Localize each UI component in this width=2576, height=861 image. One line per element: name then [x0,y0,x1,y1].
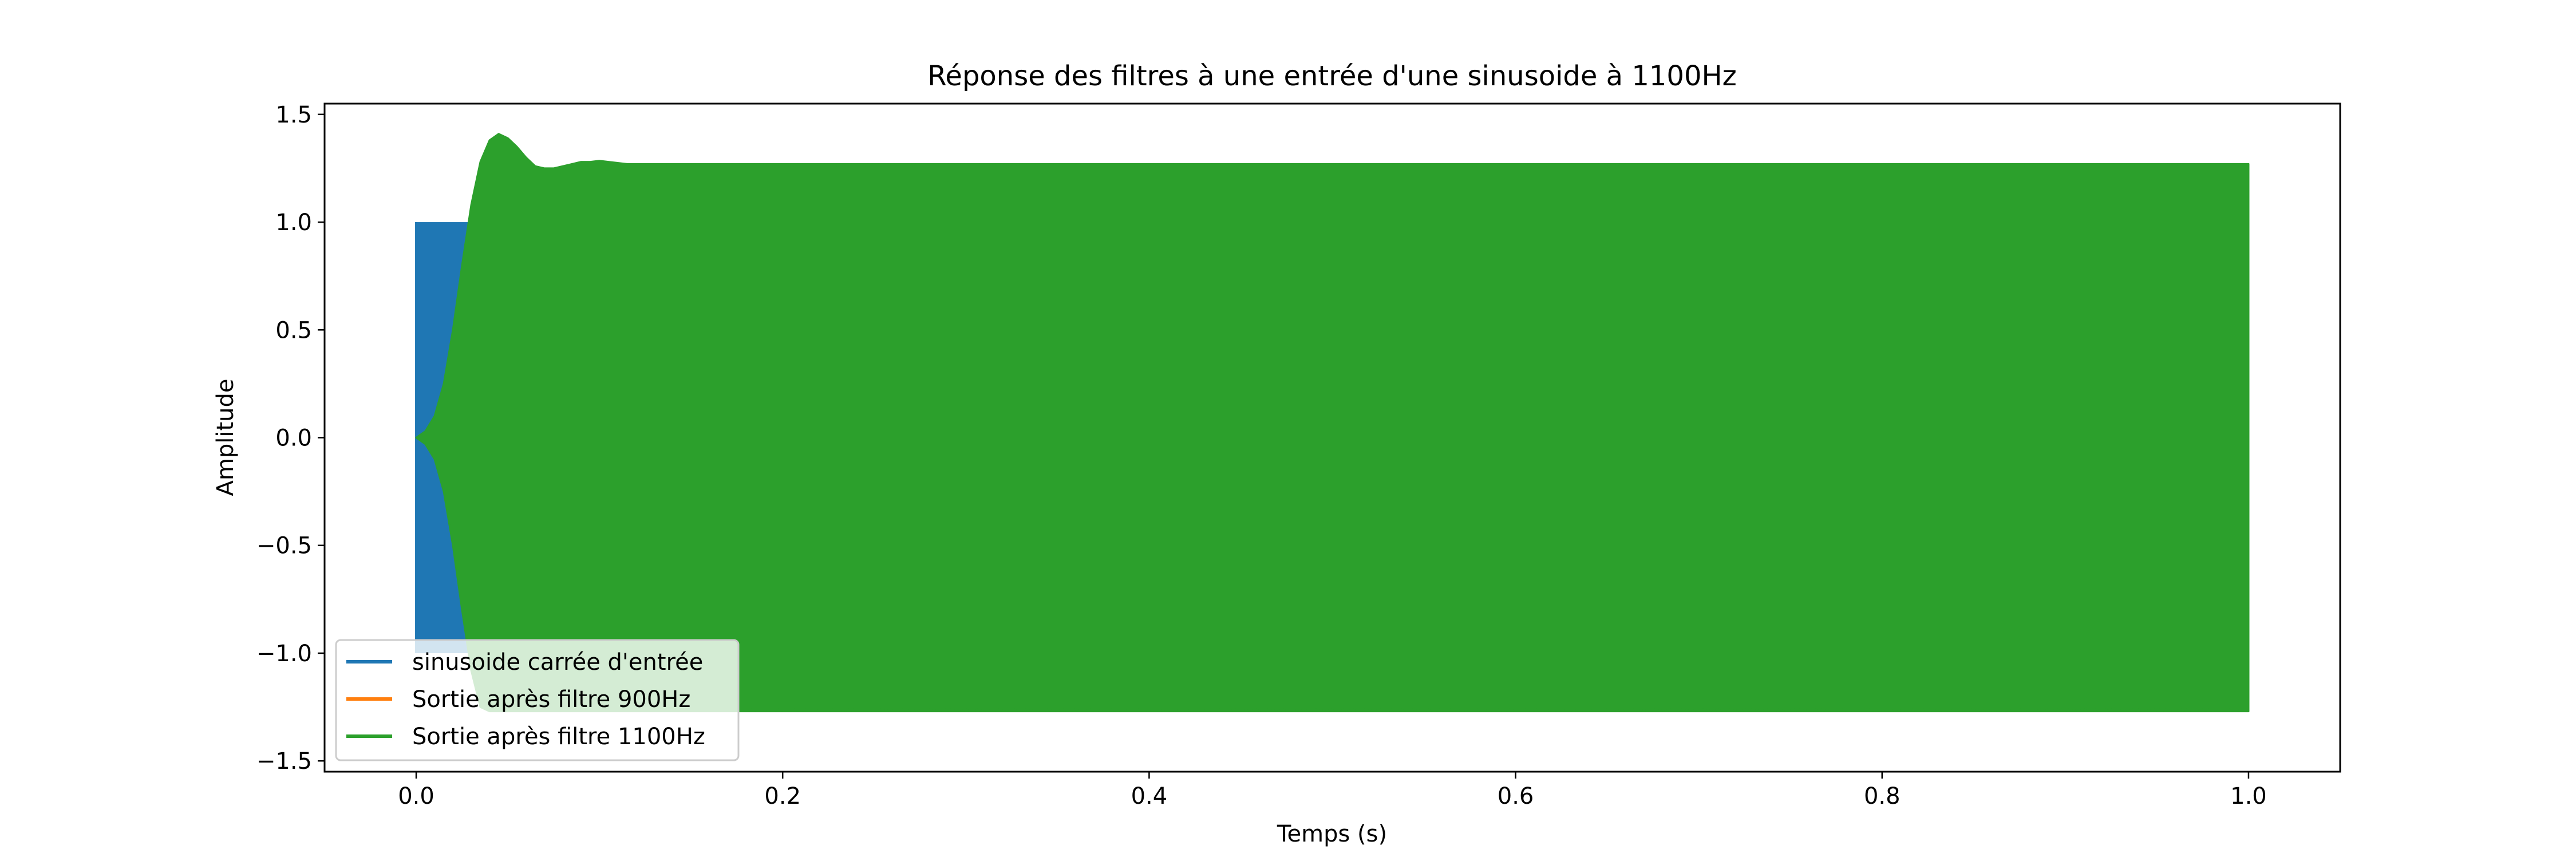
series-filter-1100hz-top-ripple [635,163,2249,167]
y-axis-ticks: −1.5 −1.0 −0.5 0.0 0.5 1.0 1.5 [256,102,325,775]
x-tick-label: 0.6 [1498,783,1534,809]
x-tick-label: 1.0 [2230,783,2267,809]
plot-data-layer [415,133,2250,713]
y-tick-label: 0.0 [275,425,312,452]
legend-label-filter-1100hz: Sortie après filtre 1100Hz [412,724,705,750]
legend-label-filter-900hz: Sortie après filtre 900Hz [412,686,690,713]
y-tick-label: 0.5 [275,317,312,343]
x-tick-label: 0.0 [398,783,434,809]
series-filter-1100hz-texture [635,163,2249,712]
x-tick-label: 0.8 [1864,783,1901,809]
chart-title: Réponse des filtres à une entrée d'une s… [927,60,1737,92]
x-tick-label: 0.2 [764,783,801,809]
y-tick-label: −1.0 [256,641,312,667]
legend-label-input-square-wave: sinusoide carrée d'entrée [412,649,703,676]
x-axis-label: Temps (s) [1277,821,1387,847]
y-tick-label: −1.5 [256,748,312,775]
legend: sinusoide carrée d'entrée Sortie après f… [335,639,740,761]
y-tick-label: −0.5 [256,533,312,559]
y-axis-label: Amplitude [212,379,239,496]
x-tick-label: 0.4 [1131,783,1168,809]
series-filter-1100hz-bottom-ripple [635,708,2249,712]
y-tick-label: 1.5 [275,102,312,128]
legend-box [335,639,740,761]
y-tick-label: 1.0 [275,210,312,236]
x-axis-ticks: 0.0 0.2 0.4 0.6 0.8 1.0 [398,772,2267,809]
series-filter-1100hz [415,133,2250,713]
